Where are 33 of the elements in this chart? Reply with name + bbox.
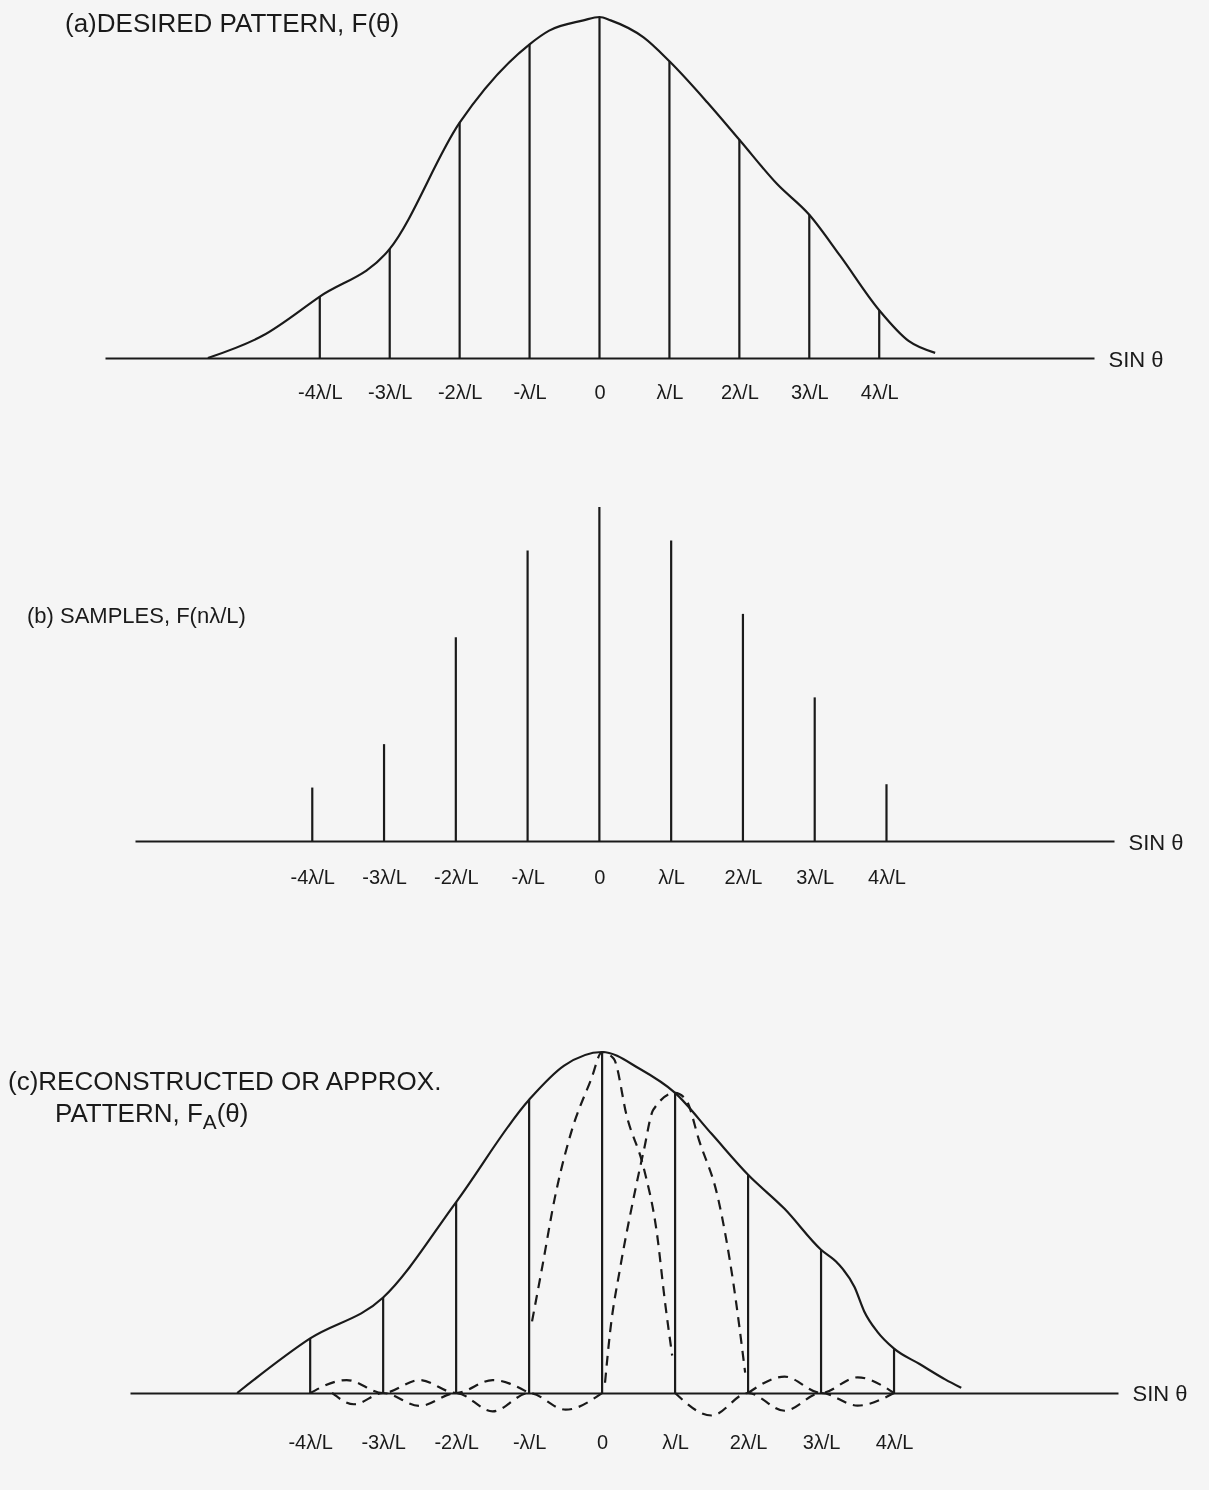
x-tick-label: λ/L [662,1431,689,1454]
x-tick-label: 3λ/L [796,865,835,888]
x-tick-label: -2λ/L [437,380,483,403]
x-tick-label: -4λ/L [298,380,343,403]
x-axis-title: SIN θ [1132,1381,1188,1407]
x-tick-label: λ/L [656,380,684,403]
x-tick-label: 3λ/L [802,1431,841,1454]
x-tick-label: -2λ/L [434,1431,479,1454]
x-axis-title: SIN θ [1108,346,1164,372]
x-tick-label: -λ/L [511,865,545,888]
x-tick-label: 2λ/L [720,380,759,403]
x-tick-label: 4λ/L [875,1431,914,1454]
x-tick-label: 2λ/L [724,865,763,888]
x-tick-label: 0 [594,380,606,403]
x-tick-label: -2λ/L [434,865,479,888]
x-tick-label: -λ/L [512,1431,547,1454]
x-tick-label: 2λ/L [729,1431,768,1454]
x-tick-label: -3λ/L [362,865,407,888]
x-axis-title: SIN θ [1128,829,1184,855]
x-tick-label: λ/L [658,865,685,888]
x-tick-label: -3λ/L [367,380,413,403]
text: (b) SAMPLES, F(nλ/L) [27,603,247,629]
x-tick-label: 4λ/L [868,865,906,888]
x-tick-label: -4λ/L [288,1431,333,1454]
x-tick-label: -3λ/L [361,1431,406,1454]
chart-title: (a)DESIRED PATTERN, F(θ) [65,8,401,38]
x-tick-label: 3λ/L [790,380,829,403]
x-tick-label: 4λ/L [860,380,899,403]
x-tick-label: -4λ/L [290,865,335,888]
x-tick-label: 0 [594,865,606,888]
x-tick-label: -λ/L [513,380,547,403]
text: (c)RECONSTRUCTED OR APPROX. PATTERN, F$_{A}$(θ) [8,1065,443,1134]
x-tick-label: 0 [597,1431,609,1454]
